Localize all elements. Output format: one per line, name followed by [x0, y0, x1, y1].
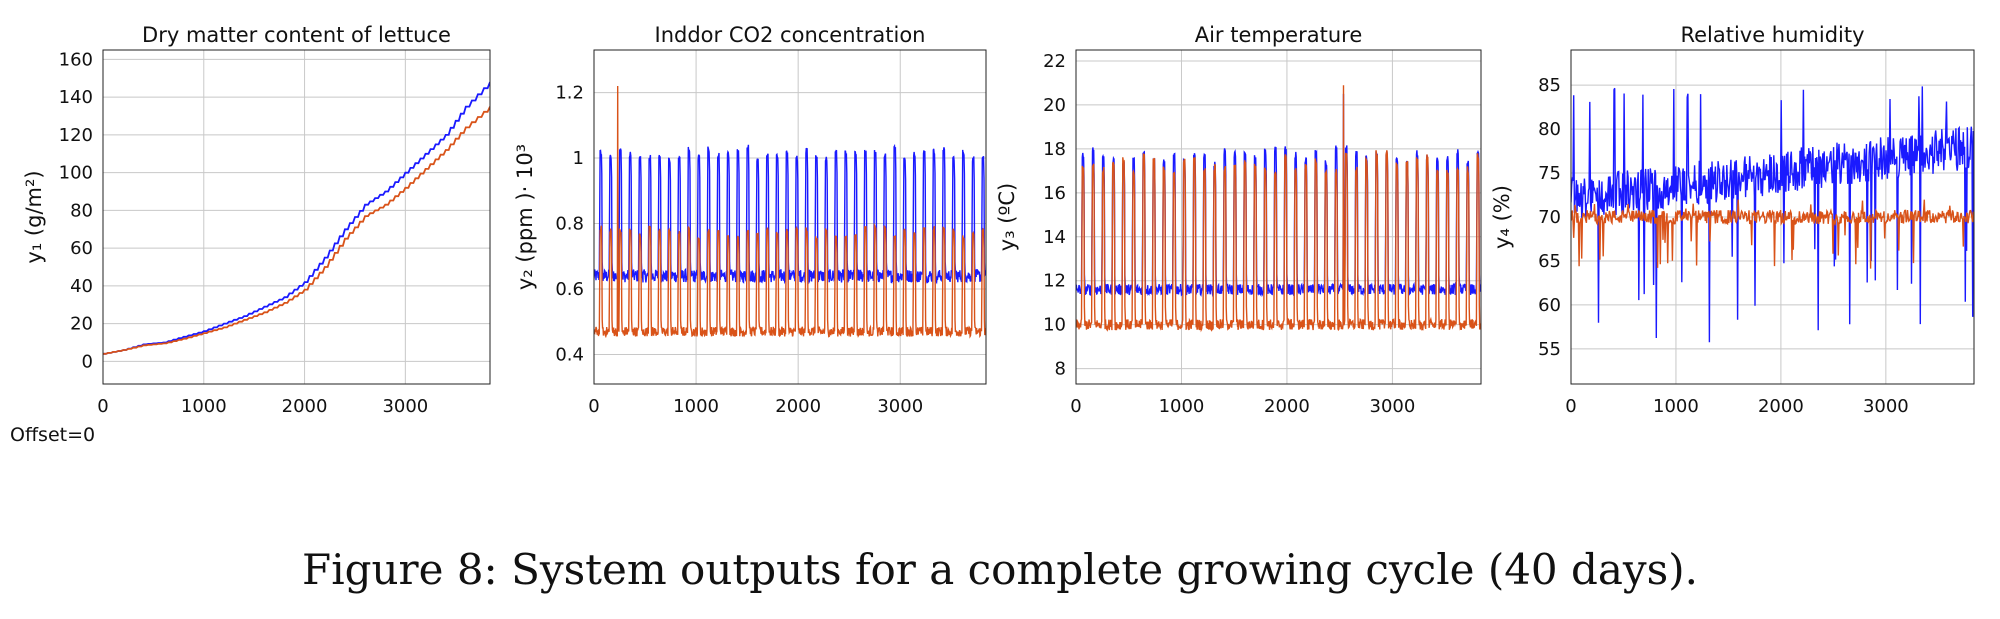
series-1-line: [103, 81, 490, 355]
y-tick-label: 14: [1043, 227, 1066, 248]
y-tick-label: 0: [82, 351, 93, 372]
y-tick-label: 40: [70, 276, 93, 297]
y-tick-label: 0.4: [555, 345, 584, 366]
y-tick-label: 12: [1043, 271, 1066, 292]
series-1-line: [1076, 93, 1481, 298]
y-tick-label: 85: [1538, 75, 1561, 96]
y-tick-label: 18: [1043, 139, 1066, 160]
series-2-line: [594, 85, 986, 339]
y-tick-label: 20: [1043, 95, 1066, 116]
x-tick-label: 2000: [775, 396, 821, 417]
x-tick-label: 0: [1070, 396, 1081, 417]
series-2-line: [1076, 85, 1481, 333]
series-2-line: [103, 106, 490, 355]
y-axis-label: y₁ (g/m²): [22, 170, 46, 263]
offset-label: Offset=0: [10, 424, 96, 446]
x-tick-label: 3000: [1863, 396, 1909, 417]
y-tick-label: 22: [1043, 51, 1066, 72]
series-1-line: [594, 143, 986, 285]
x-tick-label: 3000: [382, 396, 428, 417]
y-axis-label: y₃ (ºC): [995, 183, 1019, 251]
x-tick-label: 1000: [181, 396, 227, 417]
x-tick-label: 3000: [1370, 396, 1416, 417]
y-tick-label: 20: [70, 314, 93, 335]
chart-title: Relative humidity: [1680, 23, 1864, 47]
chart-2: 0 1000 2000 3000 0.4 0.6 0.8 1 1.2 Inddor CO2 con…: [513, 23, 987, 417]
y-tick-label: 160: [59, 49, 93, 70]
x-tick-label: 0: [97, 396, 108, 417]
plot-frame: [1075, 49, 1482, 385]
x-tick-label: 1000: [673, 396, 719, 417]
y-tick-label: 100: [59, 163, 93, 184]
x-tick-label: 2000: [1264, 396, 1310, 417]
x-tick-label: 0: [1565, 396, 1576, 417]
y-tick-label: 60: [1538, 295, 1561, 316]
y-axis-label: y₂ (ppm )· 10³: [513, 144, 537, 290]
figure-caption: Figure 8: System outputs for a complete …: [302, 545, 1698, 594]
y-axis-label: y₄ (%): [1490, 185, 1514, 249]
y-tick-label: 60: [70, 238, 93, 259]
y-tick-label: 75: [1538, 163, 1561, 184]
y-tick-label: 10: [1043, 315, 1066, 336]
plot-frame: [102, 49, 491, 385]
chart-3: 0 1000 2000 3000 8 10 12 14 16 18 20 22 Air temperat…: [995, 23, 1482, 417]
series-2-line: [1571, 199, 1974, 269]
x-tick-label: 2000: [1758, 396, 1804, 417]
plot-frame: [593, 49, 987, 385]
y-tick-label: 8: [1055, 359, 1066, 380]
x-tick-label: 0: [588, 396, 599, 417]
y-tick-label: 0.6: [555, 279, 584, 300]
x-tick-label: 1000: [1159, 396, 1205, 417]
y-tick-label: 65: [1538, 251, 1561, 272]
chart-title: Inddor CO2 concentration: [655, 23, 926, 47]
chart-1: 0 1000 2000 3000 0 20 40 60 80 100 120 140 160 Dry ma…: [22, 23, 491, 417]
y-tick-label: 0.8: [555, 214, 584, 235]
y-tick-label: 1.2: [555, 83, 584, 104]
y-tick-label: 16: [1043, 183, 1066, 204]
x-tick-label: 1000: [1653, 396, 1699, 417]
chart-title: Dry matter content of lettuce: [142, 23, 451, 47]
y-tick-label: 140: [59, 87, 93, 108]
x-tick-label: 2000: [282, 396, 328, 417]
y-tick-label: 120: [59, 125, 93, 146]
x-tick-label: 3000: [877, 396, 923, 417]
plot-frame: [1570, 49, 1975, 385]
chart-title: Air temperature: [1195, 23, 1363, 47]
y-tick-label: 1: [573, 148, 584, 169]
y-tick-label: 55: [1538, 339, 1561, 360]
y-tick-label: 70: [1538, 207, 1561, 228]
series-1-line: [1571, 86, 1974, 343]
chart-4: 0 1000 2000 3000 55 60 65 70 75 80 85 Relative humi…: [1490, 23, 1975, 417]
y-tick-label: 80: [70, 200, 93, 221]
y-tick-label: 80: [1538, 119, 1561, 140]
